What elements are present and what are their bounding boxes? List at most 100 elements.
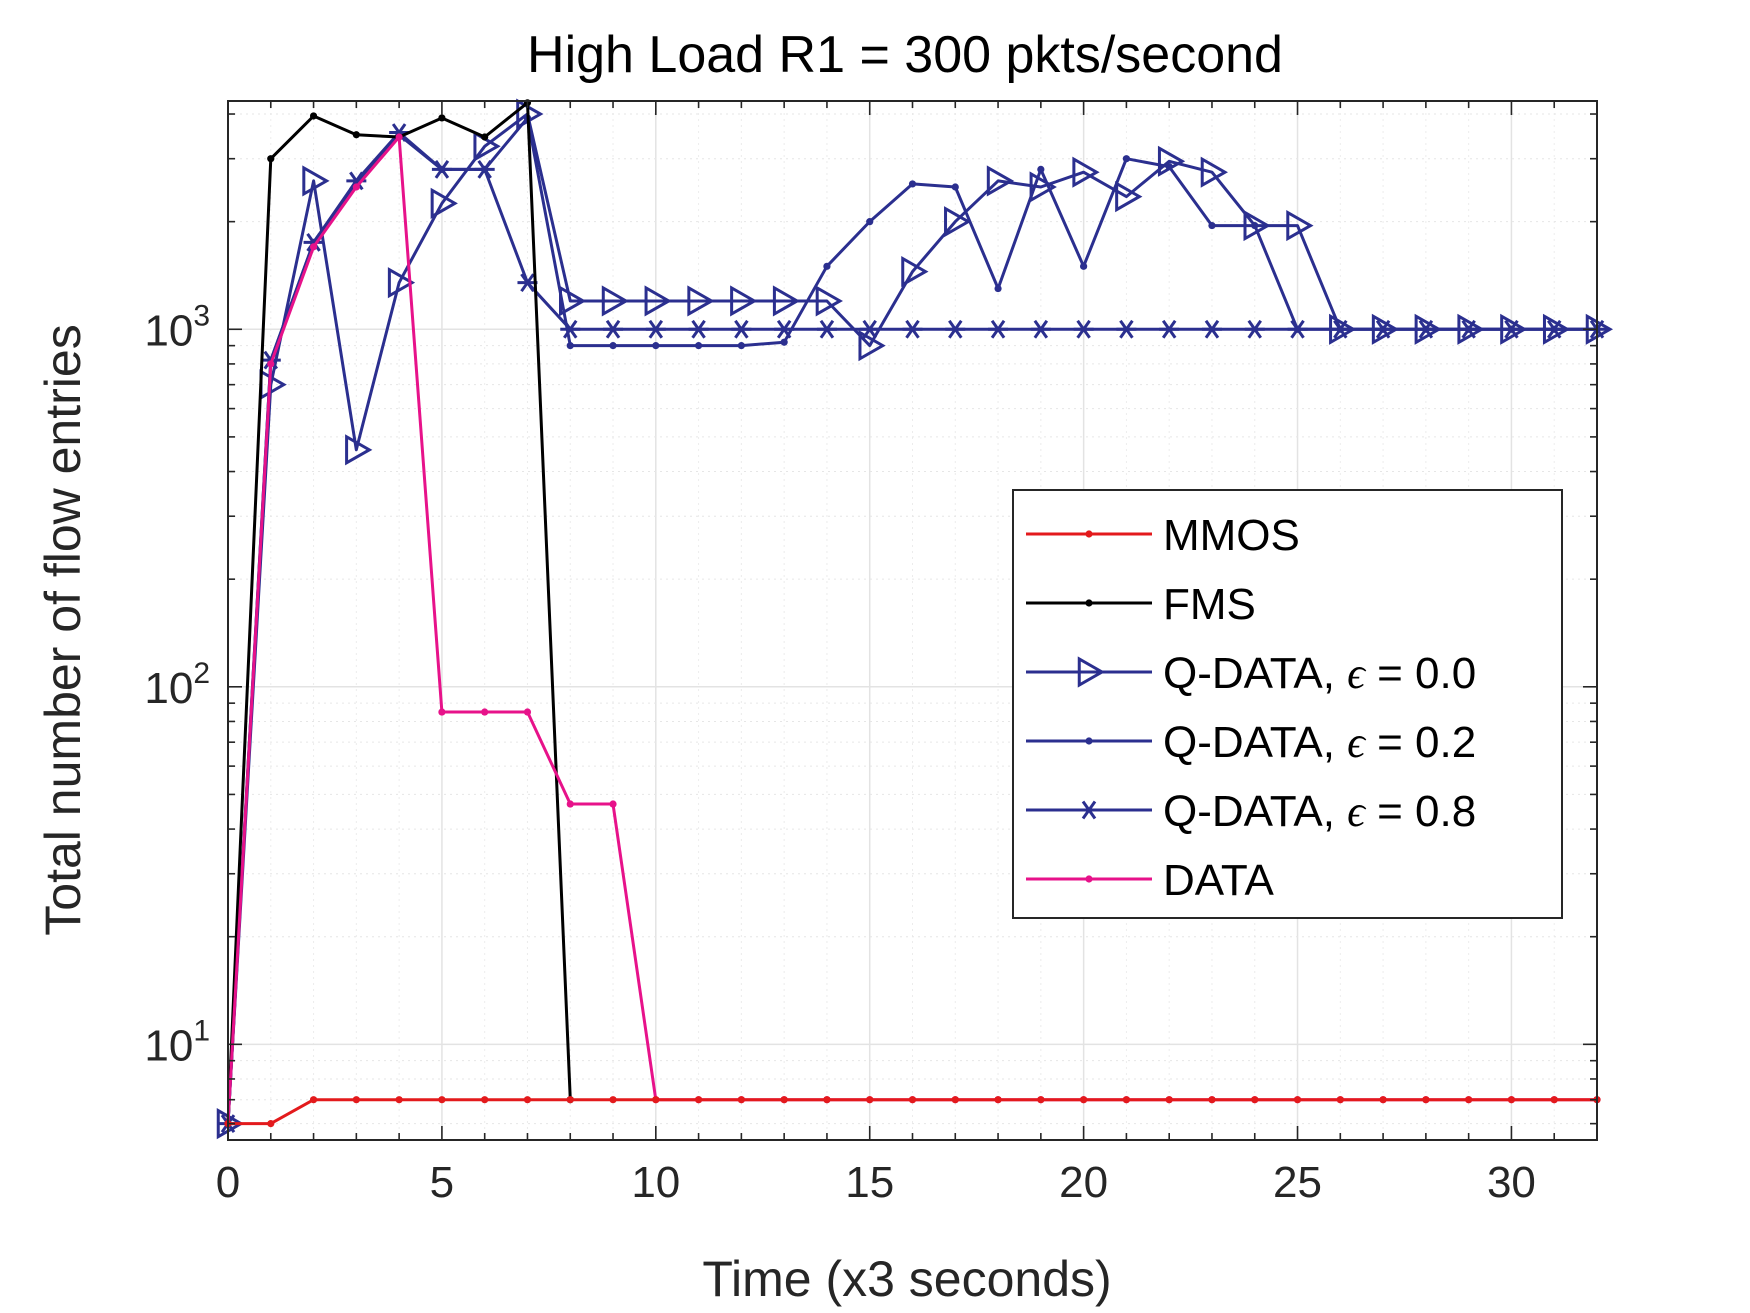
data-point	[823, 1096, 831, 1104]
asterisk-stroke	[1076, 319, 1091, 339]
legend-entry: Q-DATA, ϵ = 0.2	[1026, 718, 1476, 767]
data-point	[1550, 1096, 1558, 1104]
legend-entry: Q-DATA, ϵ = 0.8	[1026, 787, 1476, 836]
data-point	[908, 180, 917, 188]
data-point	[566, 342, 574, 350]
data-point	[1251, 1096, 1259, 1104]
data-point	[1208, 1096, 1216, 1104]
legend-box	[1012, 489, 1563, 919]
data-point	[387, 267, 416, 299]
legend-entry: MMOS	[1026, 511, 1300, 560]
data-point	[1030, 319, 1051, 339]
data-point	[1373, 319, 1394, 339]
data-point	[1165, 163, 1173, 171]
legend-label: DATA	[1163, 856, 1274, 905]
data-point	[603, 319, 624, 339]
legend-label: FMS	[1163, 580, 1256, 629]
asterisk-stroke	[1033, 319, 1049, 339]
series-mmos	[224, 1096, 1601, 1128]
asterisk-stroke	[776, 319, 792, 339]
legend-label: MMOS	[1163, 511, 1300, 560]
data-point	[1115, 181, 1143, 213]
asterisk-stroke	[434, 160, 450, 179]
data-point	[1208, 221, 1216, 230]
data-point	[1073, 319, 1094, 339]
data-point	[352, 183, 360, 191]
legend-label: Q-DATA, ϵ = 0.8	[1163, 787, 1476, 836]
data-point	[481, 133, 489, 141]
asterisk-stroke	[306, 233, 321, 252]
data-point	[737, 1096, 745, 1104]
asterisk-stroke	[1290, 319, 1305, 339]
data-point	[1244, 319, 1265, 339]
data-point	[1122, 155, 1131, 163]
data-point	[902, 319, 923, 339]
data-point	[866, 1096, 874, 1104]
asterisk-stroke	[691, 319, 706, 339]
data-point	[687, 285, 715, 317]
data-point	[694, 342, 703, 350]
data-point	[645, 319, 666, 339]
data-point	[951, 183, 959, 191]
data-point	[1037, 1096, 1045, 1104]
data-point	[1165, 1096, 1173, 1104]
data-point	[731, 319, 752, 339]
data-point	[1458, 319, 1479, 339]
asterisk-stroke	[819, 319, 835, 339]
asterisk-stroke	[563, 319, 578, 339]
legend: MMOS FMS Q-DATA, ϵ = 0.0 Q-DATA, ϵ = 0.2 Q-D…	[1012, 489, 1563, 919]
legend-swatch-marker	[1085, 737, 1093, 745]
data-point	[901, 255, 929, 288]
data-point	[944, 206, 972, 238]
data-point	[303, 233, 324, 252]
legend-entry: DATA	[1026, 856, 1274, 905]
data-point	[1122, 1096, 1131, 1104]
data-point	[780, 1096, 788, 1104]
data-point	[908, 1096, 917, 1104]
asterisk-stroke	[1375, 319, 1391, 339]
asterisk-stroke	[1461, 319, 1476, 339]
data-point	[609, 1096, 617, 1104]
data-point	[395, 133, 403, 141]
data-point	[566, 800, 574, 808]
data-point	[1037, 165, 1045, 174]
x-axis-label: Time (x3 seconds)	[702, 1251, 1111, 1307]
legend-entry: Q-DATA, ϵ = 0.0	[1026, 649, 1476, 698]
asterisk-stroke	[1504, 319, 1519, 339]
data-point	[1379, 1096, 1387, 1104]
data-point	[945, 319, 966, 339]
data-point	[652, 1096, 660, 1104]
legend-swatch-marker	[1079, 800, 1099, 820]
data-point	[816, 319, 837, 339]
data-point	[431, 160, 452, 179]
data-point	[1507, 1096, 1516, 1104]
data-point	[858, 330, 886, 362]
asterisk-stroke	[520, 273, 535, 293]
data-point	[1251, 221, 1259, 230]
data-point	[823, 262, 831, 270]
legend-swatch-marker	[1077, 656, 1106, 688]
data-point	[1159, 319, 1180, 339]
asterisk-stroke	[477, 160, 492, 179]
x-tick-label: 20	[1059, 1158, 1108, 1207]
data-point	[1286, 209, 1314, 242]
asterisk-stroke	[734, 319, 749, 339]
data-point	[815, 285, 843, 317]
asterisk-stroke	[349, 171, 364, 191]
data-point	[395, 1096, 403, 1104]
data-point	[1116, 319, 1137, 339]
data-point	[1287, 319, 1308, 339]
asterisk-stroke	[990, 319, 1006, 339]
x-tick-label: 5	[430, 1158, 454, 1207]
data-point	[730, 285, 758, 317]
data-point	[986, 165, 1015, 197]
asterisk-stroke	[905, 319, 920, 339]
data-point	[309, 112, 318, 120]
data-point	[523, 1096, 532, 1104]
data-point	[951, 1096, 959, 1104]
data-point	[438, 708, 446, 716]
data-point	[1200, 156, 1228, 188]
asterisk-stroke	[1119, 319, 1134, 339]
series-layer	[216, 98, 1614, 1140]
